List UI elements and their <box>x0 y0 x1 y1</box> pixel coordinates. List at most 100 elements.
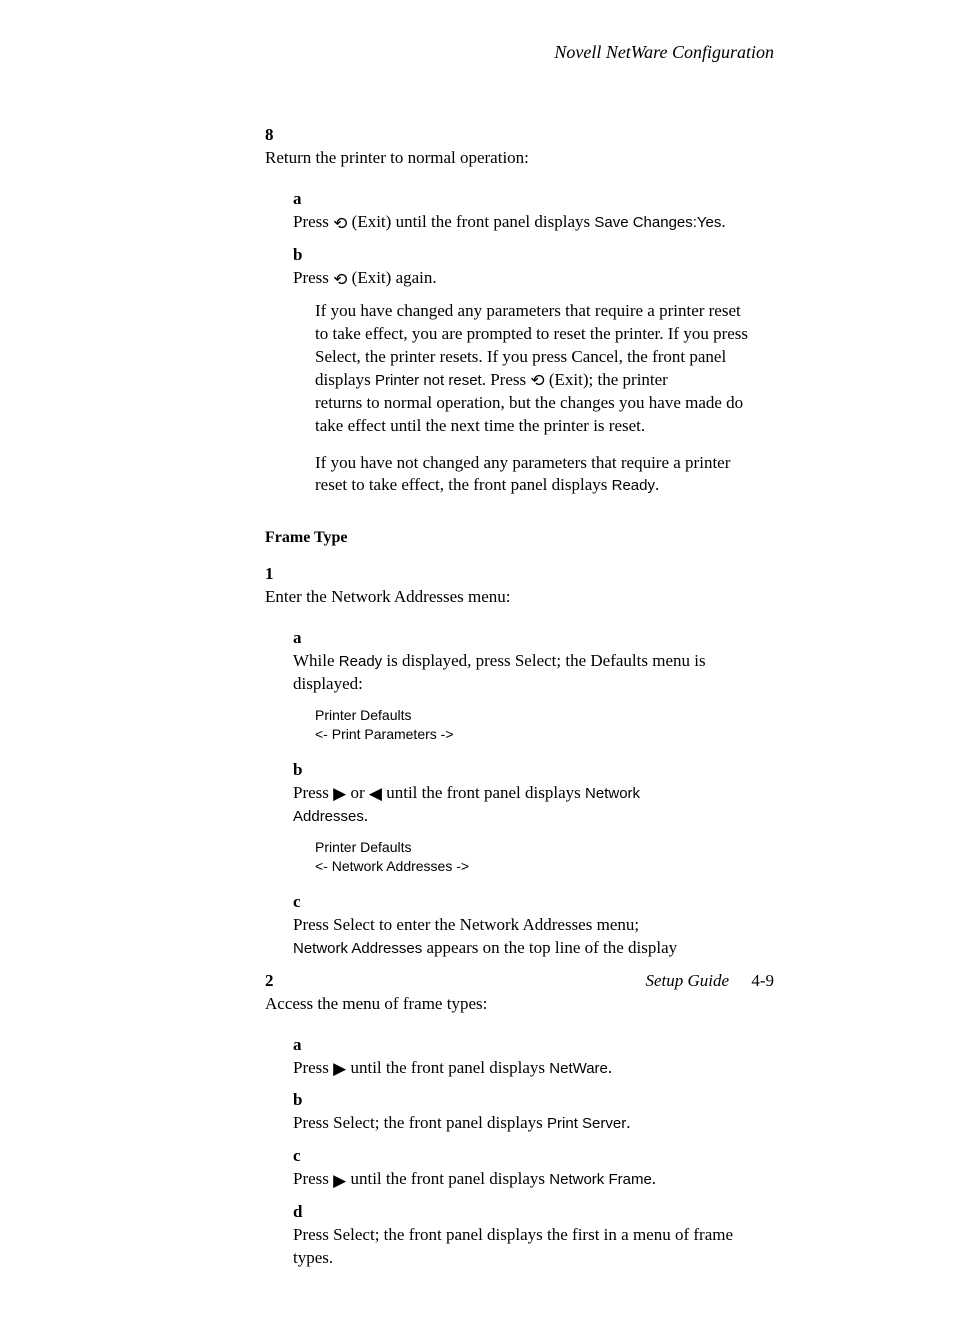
text: is displayed, press <box>382 651 515 670</box>
substep-letter: a <box>293 188 315 211</box>
key-label: Select <box>515 651 557 670</box>
step-2c: c Press ▶ until the front panel displays… <box>293 1145 774 1191</box>
procedure-heading: Frame Type <box>265 527 774 549</box>
text: appears on the top line of the display <box>422 938 677 957</box>
text: . <box>364 806 368 825</box>
step-text: Access the menu of frame types: <box>265 993 742 1016</box>
step-1b: b Press ▶ or ◀ until the front panel dis… <box>293 759 774 828</box>
substep-text: While Ready is displayed, press Select; … <box>293 650 748 696</box>
key-label: Select <box>333 1113 375 1132</box>
key-label: Select <box>315 347 357 366</box>
key-label: Exit <box>555 370 583 389</box>
text: . <box>626 1113 630 1132</box>
right-arrow-icon: ▶ <box>333 1060 346 1077</box>
step-2b: b Press Select; the front panel displays… <box>293 1089 774 1135</box>
key-label: Defaults <box>590 651 648 670</box>
key-label: Select <box>333 915 375 934</box>
step-2a: a Press ▶ until the front panel displays… <box>293 1034 774 1080</box>
panel-text: Printer not reset <box>375 372 482 389</box>
text: until the front panel displays <box>350 1169 549 1188</box>
text: menu; <box>592 915 639 934</box>
panel-text: NetWare <box>549 1060 608 1077</box>
substep-text: Press ▶ until the front panel displays N… <box>293 1057 748 1080</box>
front-panel-display: Printer Defaults <- Print Parameters -> <box>315 706 774 745</box>
text: menu is <box>648 651 706 670</box>
text: Press <box>293 915 333 934</box>
text: to enter the <box>375 915 460 934</box>
step-text: Enter the Network Addresses menu: <box>265 586 742 609</box>
running-header: Novell NetWare Configuration <box>265 40 774 64</box>
key-label: Network Addresses <box>331 587 464 606</box>
text: Press <box>293 268 333 287</box>
panel-text: Addresses <box>293 808 364 825</box>
substep-text: Press Select to enter the Network Addres… <box>293 914 748 960</box>
note-reset-changed: If you have changed any parameters that … <box>315 300 774 438</box>
note-reset-unchanged: If you have not changed any parameters t… <box>315 452 774 498</box>
page-footer: Setup Guide 4-9 <box>265 970 774 993</box>
panel-text: Network Addresses <box>293 940 422 957</box>
step-8b: b Press ⟲ (Exit) again. <box>293 244 774 290</box>
text: While <box>293 651 339 670</box>
panel-text: Network Frame <box>549 1171 652 1188</box>
substep-letter: b <box>293 759 315 782</box>
substep-letter: a <box>293 627 315 650</box>
footer-guide: Setup Guide <box>646 971 730 990</box>
text: , the printer resets. If you press <box>357 347 572 366</box>
substep-letter: c <box>293 891 315 914</box>
substep-letter: b <box>293 1089 315 1112</box>
text: . <box>608 1058 612 1077</box>
substep-letter: c <box>293 1145 315 1168</box>
text: to take effect, you are prompted to rese… <box>315 324 748 343</box>
footer-page-number: 4-9 <box>751 971 774 990</box>
substep-text: Press ▶ or ◀ until the front panel displ… <box>293 782 748 828</box>
front-panel-display: Printer Defaults <- Network Addresses -> <box>315 838 774 877</box>
step-8: 8 Return the printer to normal operation… <box>265 124 774 170</box>
exit-icon: ⟲ <box>530 372 544 389</box>
text: Press <box>293 1058 333 1077</box>
step-1a: a While Ready is displayed, press Select… <box>293 627 774 696</box>
text: Press <box>293 783 333 802</box>
text: ; the front panel displays <box>375 1113 547 1132</box>
text: If you have not changed any parameters t… <box>315 453 730 472</box>
text: displays <box>315 370 375 389</box>
text: . <box>655 475 659 494</box>
substep-text: Press ⟲ (Exit) again. <box>293 267 748 290</box>
step-1: 1 Enter the Network Addresses menu: <box>265 563 774 609</box>
step-1c: c Press Select to enter the Network Addr… <box>293 891 774 960</box>
substep-text: Press Select; the front panel displays P… <box>293 1112 748 1135</box>
right-arrow-icon: ▶ <box>333 1172 346 1189</box>
text: reset to take effect, the front panel di… <box>315 475 612 494</box>
step-8a: a Press ⟲ (Exit) until the front panel d… <box>293 188 774 234</box>
key-label: Exit <box>357 212 385 231</box>
text: ); the printer <box>583 370 668 389</box>
text: menu: <box>464 587 511 606</box>
substep-letter: d <box>293 1201 315 1224</box>
text: returns to normal operation, but the cha… <box>315 393 743 412</box>
exit-icon: ⟲ <box>333 215 347 232</box>
exit-icon: ⟲ <box>333 271 347 288</box>
substep-letter: b <box>293 244 315 267</box>
text: Press <box>293 1113 333 1132</box>
key-label: Network Addresses <box>460 915 593 934</box>
panel-text: Print Server <box>547 1115 626 1132</box>
text: , the front panel <box>619 347 727 366</box>
text: ) again. <box>386 268 437 287</box>
substep-letter: a <box>293 1034 315 1057</box>
text: Enter the <box>265 587 331 606</box>
key-label: Cancel <box>571 347 618 366</box>
text: . Press <box>482 370 531 389</box>
panel-text: Ready <box>612 477 655 494</box>
text: ) until the front panel displays <box>386 212 595 231</box>
substep-text: Press Select; the front panel displays t… <box>293 1224 748 1270</box>
text: ( <box>545 370 555 389</box>
text: displayed: <box>293 674 363 693</box>
text: Press <box>293 1169 333 1188</box>
text: take effect until the next time the prin… <box>315 416 645 435</box>
text: ; the <box>556 651 590 670</box>
step-2d: d Press Select; the front panel displays… <box>293 1201 774 1270</box>
panel-text: Ready <box>339 653 382 670</box>
panel-text: Network <box>585 785 640 802</box>
right-arrow-icon: ▶ <box>333 785 346 802</box>
text: If you have changed any parameters that … <box>315 301 741 320</box>
text: or <box>350 783 368 802</box>
